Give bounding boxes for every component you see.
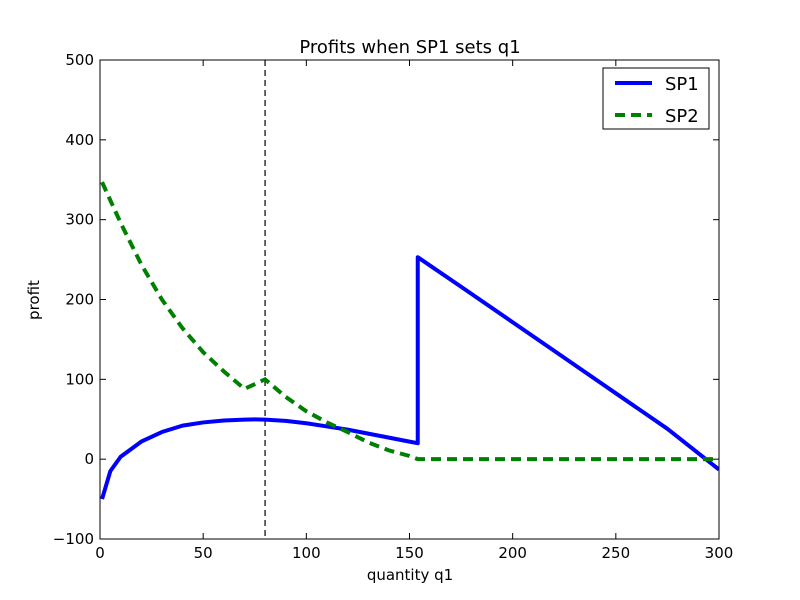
x-tick-label: 150 bbox=[395, 544, 424, 562]
y-tick-label: 400 bbox=[65, 131, 94, 149]
series-line-sp2 bbox=[100, 181, 719, 462]
plot-area bbox=[100, 60, 719, 539]
y-tick-label: 100 bbox=[65, 370, 94, 388]
y-tick-label: 0 bbox=[84, 450, 94, 468]
x-tick-label: 0 bbox=[95, 544, 105, 562]
legend-label-sp2: SP2 bbox=[665, 106, 699, 127]
legend: SP1 SP2 bbox=[602, 67, 710, 130]
x-tick-label: 100 bbox=[292, 544, 321, 562]
chart-title: Profits when SP1 sets q1 bbox=[299, 37, 520, 58]
y-tick-label: 300 bbox=[65, 211, 94, 229]
series-line-sp1 bbox=[100, 255, 719, 500]
x-axis-title: quantity q1 bbox=[367, 566, 453, 584]
legend-frame bbox=[602, 67, 710, 130]
legend-label-sp1: SP1 bbox=[665, 74, 699, 95]
y-tick-label: 200 bbox=[65, 291, 94, 309]
x-tick-label: 300 bbox=[705, 544, 734, 562]
x-tick-label: 50 bbox=[194, 544, 213, 562]
x-tick-label: 250 bbox=[602, 544, 631, 562]
y-tick-label: 500 bbox=[65, 51, 94, 69]
y-tick-label: −100 bbox=[53, 530, 94, 548]
y-axis-title: profit bbox=[25, 280, 43, 320]
x-tick-label: 200 bbox=[498, 544, 527, 562]
